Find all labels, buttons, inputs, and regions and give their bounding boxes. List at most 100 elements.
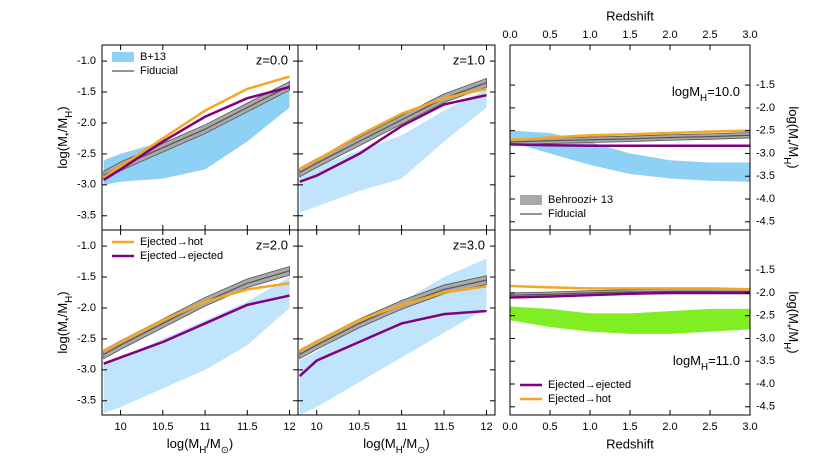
x-tick-label: 12 bbox=[480, 421, 492, 433]
y-tick-label: -1.5 bbox=[77, 271, 96, 283]
line bbox=[299, 285, 487, 353]
x-axis-label: log(MH/M⊙) bbox=[363, 436, 430, 456]
x-tick-label: 10 bbox=[114, 421, 126, 433]
x-tick-label: 1.5 bbox=[622, 29, 637, 41]
annotation: z=3.0 bbox=[453, 237, 485, 252]
y-axis-label-part: * bbox=[781, 324, 792, 328]
y-tick-label: -1.5 bbox=[756, 79, 775, 91]
y-axis-label-part: ) bbox=[55, 106, 70, 110]
line bbox=[299, 279, 487, 355]
y-axis-label-part: H bbox=[781, 342, 792, 349]
x-tick-label: 1.0 bbox=[582, 29, 597, 41]
legend-label: Ejected→hot bbox=[548, 393, 611, 405]
y-tick-label: -4.5 bbox=[756, 401, 775, 413]
x-tick-label: 3.0 bbox=[742, 421, 757, 433]
y-axis-label-part: ) bbox=[55, 291, 70, 295]
band bbox=[299, 88, 487, 213]
x-tick-label: 11.5 bbox=[434, 421, 455, 433]
plot-area bbox=[299, 77, 487, 213]
y-tick-label: -3.5 bbox=[77, 395, 96, 407]
x-axis-label-part: ) bbox=[229, 436, 233, 451]
y-tick-label: -2.0 bbox=[77, 117, 96, 129]
x-tick-label: 0.0 bbox=[502, 421, 517, 433]
x-axis-label-part: ⊙ bbox=[221, 445, 229, 456]
line bbox=[299, 93, 487, 183]
annotation: logMH=10.0 bbox=[672, 84, 740, 104]
annotation-part: logM bbox=[672, 84, 700, 99]
annotation-part: =10.0 bbox=[707, 84, 740, 99]
x-axis-label-part: /M bbox=[206, 436, 220, 451]
y-axis-label-part: /M bbox=[786, 143, 801, 157]
y-tick-label: -3.0 bbox=[756, 147, 775, 159]
x-tick-label: 11 bbox=[199, 421, 210, 433]
y-tick-label: -4.5 bbox=[756, 216, 775, 228]
x-tick-label: 2.5 bbox=[702, 421, 717, 433]
x-tick-label: 0.5 bbox=[542, 29, 557, 41]
legend-swatch bbox=[520, 195, 542, 205]
legend-label: Behroozi+ 13 bbox=[548, 194, 613, 206]
y-axis-label-part: log(M bbox=[786, 291, 801, 324]
y-tick-label: -3.5 bbox=[77, 210, 96, 222]
y-tick-label: -1.0 bbox=[77, 55, 96, 67]
x-tick-label: 1.0 bbox=[582, 421, 597, 433]
y-axis-label: log(M*/MH) bbox=[781, 106, 801, 168]
x-tick-label: 11.5 bbox=[237, 421, 258, 433]
annotation: z=1.0 bbox=[453, 52, 485, 67]
legend-label: Fiducial bbox=[548, 208, 586, 220]
legend-label: Ejected→ejected bbox=[548, 379, 631, 391]
y-tick-label: -1.0 bbox=[77, 240, 96, 252]
band bbox=[299, 258, 487, 415]
y-tick-label: -2.5 bbox=[77, 148, 96, 160]
annotation-part: logM bbox=[673, 353, 701, 368]
plot-area bbox=[103, 265, 290, 414]
y-tick-label: -4.0 bbox=[756, 378, 775, 390]
annotation-part: H bbox=[701, 362, 708, 373]
x-tick-label: 0.0 bbox=[502, 29, 517, 41]
band bbox=[103, 277, 290, 414]
frame bbox=[297, 229, 496, 416]
x-tick-label: 12 bbox=[283, 421, 295, 433]
line bbox=[510, 290, 750, 296]
x-tick-label: 3.0 bbox=[742, 29, 757, 41]
y-axis-label-part: /M bbox=[55, 118, 70, 132]
band bbox=[299, 77, 487, 178]
y-tick-label: -2.5 bbox=[756, 310, 775, 322]
y-axis-label-part: * bbox=[64, 132, 75, 136]
y-axis-label-part: H bbox=[64, 111, 75, 118]
line bbox=[103, 75, 290, 179]
x-axis-label-part: log(M bbox=[363, 436, 396, 451]
y-axis-label: log(M*/MH) bbox=[781, 291, 801, 353]
y-axis-label-part: log(M bbox=[55, 136, 70, 169]
x-axis-label: Redshift bbox=[606, 8, 654, 23]
y-tick-label: -3.0 bbox=[77, 179, 96, 191]
y-tick-label: -2.0 bbox=[756, 102, 775, 114]
y-tick-label: -2.0 bbox=[77, 302, 96, 314]
legend-label: Ejected→ejected bbox=[140, 250, 223, 262]
y-axis-label-part: log(M bbox=[55, 321, 70, 354]
y-tick-label: -2.5 bbox=[77, 333, 96, 345]
y-tick-label: -3.5 bbox=[756, 170, 775, 182]
x-axis-label-part: ) bbox=[425, 436, 429, 451]
annotation-part: =11.0 bbox=[708, 353, 740, 368]
annotation: z=2.0 bbox=[256, 237, 288, 252]
y-tick-label: -3.0 bbox=[756, 332, 775, 344]
line bbox=[510, 129, 750, 142]
line bbox=[299, 87, 487, 171]
band bbox=[510, 306, 750, 334]
y-axis-label-part: /M bbox=[786, 328, 801, 342]
y-tick-label: -1.5 bbox=[77, 86, 96, 98]
y-axis-label-part: /M bbox=[55, 303, 70, 317]
band bbox=[103, 82, 290, 185]
x-tick-label: 0.5 bbox=[542, 421, 557, 433]
plot-area bbox=[510, 284, 750, 334]
y-axis-label-part: * bbox=[64, 317, 75, 321]
x-axis-label: Redshift bbox=[606, 436, 654, 451]
legend-swatch bbox=[112, 52, 134, 62]
annotation: logMH=11.0 bbox=[673, 353, 740, 373]
x-axis-label-part: H bbox=[396, 445, 403, 456]
x-tick-label: 2.0 bbox=[662, 29, 677, 41]
line bbox=[103, 270, 290, 355]
y-axis-label: log(M*/MH) bbox=[55, 291, 75, 353]
y-tick-label: -3.5 bbox=[756, 355, 775, 367]
